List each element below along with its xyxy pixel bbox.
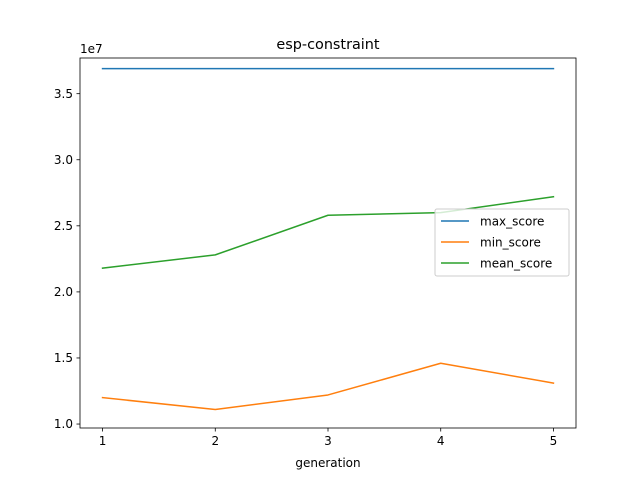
x-tick-label: 1 — [99, 434, 107, 448]
chart-title: esp-constraint — [276, 37, 380, 53]
y-tick-label: 2.0 — [54, 285, 73, 299]
y-tick-label: 1.0 — [54, 417, 73, 431]
x-tick-label: 3 — [324, 434, 332, 448]
series-line-mean-score — [101, 195, 555, 269]
series-line-min-score — [101, 362, 555, 411]
x-axis: 1 2 3 4 5 — [99, 428, 558, 448]
x-tick-label: 5 — [550, 434, 558, 448]
legend-label: min_score — [480, 235, 541, 249]
y-tick-label: 3.0 — [54, 153, 73, 167]
legend: max_score min_score mean_score — [434, 208, 570, 277]
x-tick-label: 4 — [437, 434, 445, 448]
plot-area — [79, 57, 577, 429]
y-tick-label: 3.5 — [54, 87, 73, 101]
y-tick-label: 1.5 — [54, 351, 73, 365]
legend-label: mean_score — [480, 256, 552, 270]
legend-box — [434, 208, 570, 277]
x-axis-label: generation — [295, 456, 360, 470]
y-axis: 1.0 1.5 2.0 2.5 3.0 3.5 — [54, 87, 80, 431]
series-layer — [101, 67, 555, 411]
y-tick-label: 2.5 — [54, 219, 73, 233]
x-tick-label: 2 — [211, 434, 219, 448]
legend-label: max_score — [480, 214, 544, 228]
y-offset-label: 1e7 — [80, 42, 103, 56]
